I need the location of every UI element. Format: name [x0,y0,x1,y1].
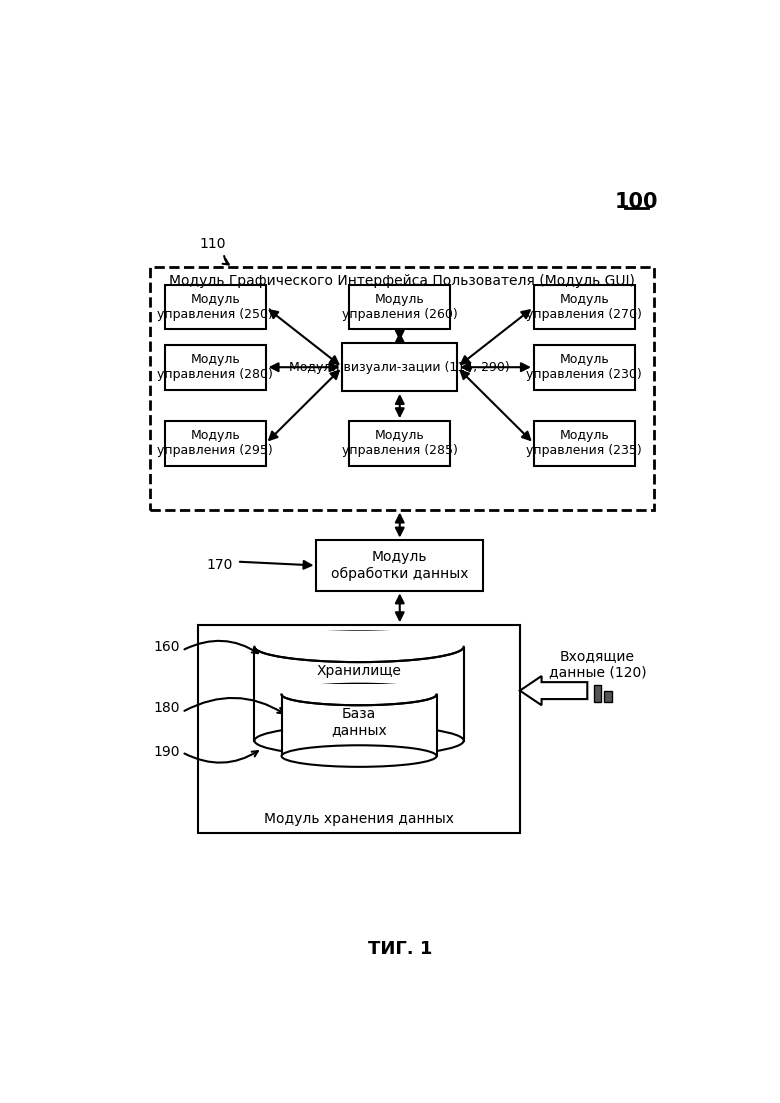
Text: Модуль
управления (280): Модуль управления (280) [158,353,273,382]
Text: Модуль
управления (260): Модуль управления (260) [342,293,458,321]
Text: Модуль
обработки данных: Модуль обработки данных [331,550,469,580]
Bar [280,684,438,695]
Bar [317,540,483,590]
Text: 100: 100 [615,192,658,212]
Bar [198,625,520,833]
Text: Модуль
управления (285): Модуль управления (285) [342,429,458,458]
Text: 110: 110 [199,237,225,251]
Bar [254,646,463,740]
Bar [604,692,612,703]
Bar [282,695,437,756]
Text: Модуль
управления (295): Модуль управления (295) [158,429,273,458]
Bar [165,345,266,389]
Text: Модуль
управления (270): Модуль управления (270) [526,293,642,321]
Bar [342,343,457,392]
Text: Модули визуали-зации (115, 290): Модули визуали-зации (115, 290) [289,361,510,374]
Bar [165,421,266,465]
Text: Хранилище
данных: Хранилище данных [317,664,402,695]
Bar [594,685,601,703]
Text: 160: 160 [154,640,180,654]
Text: Модуль
управления (235): Модуль управления (235) [526,429,642,458]
Text: База
данных: База данных [332,707,387,737]
Text: ΤИГ. 1: ΤИГ. 1 [367,940,432,957]
Text: 180: 180 [154,702,180,716]
Text: Модуль
управления (250): Модуль управления (250) [158,293,273,321]
FancyArrow shape [520,676,587,705]
Ellipse shape [254,726,463,756]
Ellipse shape [254,631,463,662]
Text: Входящие
данные (120): Входящие данные (120) [548,649,646,678]
Text: Модуль Графического Интерфейса Пользователя (Модуль GUI): Модуль Графического Интерфейса Пользоват… [169,274,635,288]
Bar [165,285,266,330]
Bar [253,631,465,646]
Ellipse shape [282,684,437,705]
Text: Модуль
управления (230): Модуль управления (230) [526,353,642,382]
Bar [151,267,654,510]
Bar [349,285,450,330]
Bar [534,285,635,330]
Text: 190: 190 [154,746,180,759]
Bar [534,345,635,389]
Ellipse shape [282,746,437,767]
Text: 170: 170 [207,558,233,572]
Bar [349,421,450,465]
Bar [534,421,635,465]
Text: Модуль хранения данных: Модуль хранения данных [264,812,454,826]
